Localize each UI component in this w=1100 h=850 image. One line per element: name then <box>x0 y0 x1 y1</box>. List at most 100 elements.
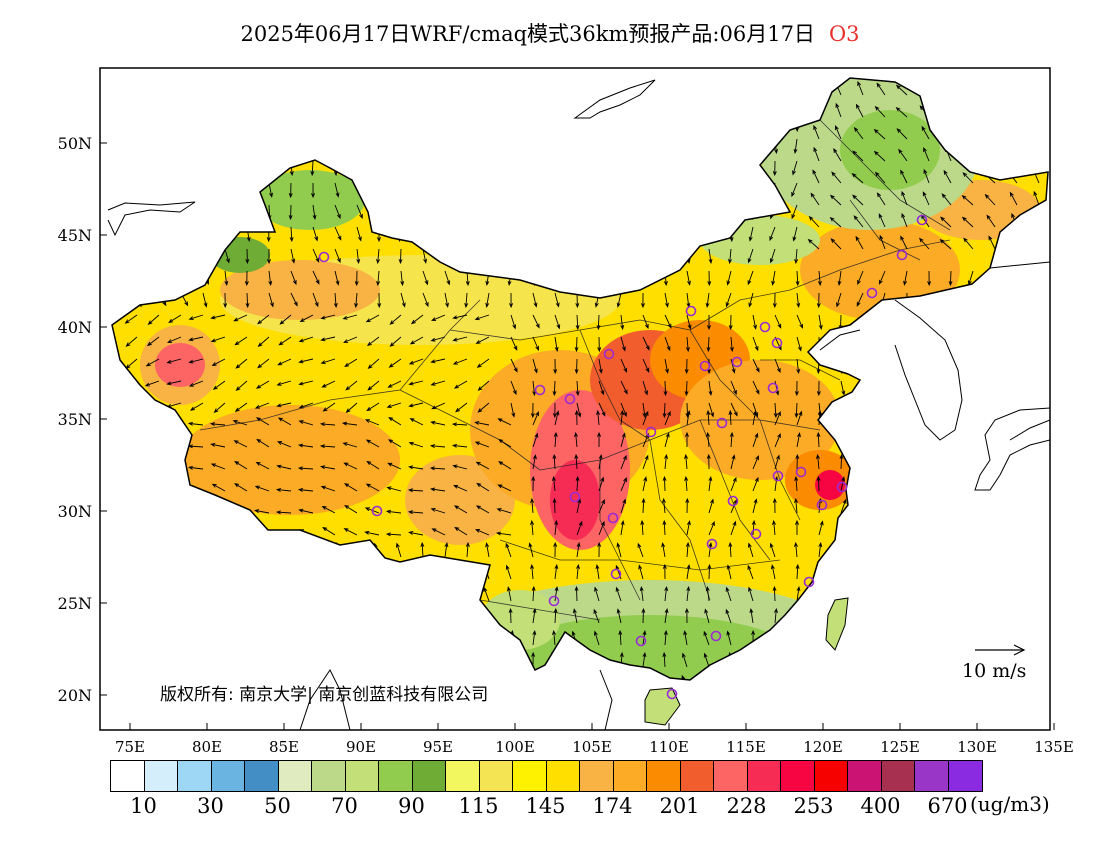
wind-arrow <box>816 475 821 492</box>
wind-arrow <box>706 336 711 353</box>
wind-arrow <box>188 336 204 342</box>
wind-arrow <box>465 541 470 558</box>
wind-scale-arrow <box>975 644 1026 656</box>
wind-arrow <box>409 418 424 426</box>
wind-arrow <box>901 190 908 206</box>
wind-arrow <box>729 431 734 448</box>
wind-arrow <box>408 465 424 470</box>
wind-arrow <box>452 314 468 320</box>
wind-arrow <box>554 586 559 602</box>
wind-arrow <box>774 380 780 396</box>
wind-arrow <box>796 358 801 375</box>
wind-arrow <box>554 336 559 352</box>
station-marker <box>548 595 560 607</box>
wind-arrow <box>454 526 468 536</box>
wind-arrow <box>444 292 449 308</box>
wind-arrow <box>922 191 930 206</box>
wind-arrow <box>552 497 557 514</box>
station-marker <box>816 499 828 511</box>
wind-arrow <box>639 585 644 602</box>
color-legend: 10 30 50 70 90 115 145 174 201 228 253 400 670 <box>110 760 983 822</box>
wind-arrow <box>794 541 798 558</box>
wind-arrow <box>407 488 424 493</box>
wind-arrow <box>835 102 842 118</box>
wind-arrow <box>986 214 996 228</box>
wind-arrow <box>620 432 626 448</box>
neighbor-coastlines <box>107 79 1050 730</box>
wind-arrow <box>310 160 315 177</box>
wind-arrow <box>477 402 490 413</box>
wind-arrow <box>726 564 732 580</box>
wind-arrow <box>792 160 798 176</box>
wind-arrow <box>298 380 314 386</box>
wind-arrow <box>730 520 737 536</box>
station-marker <box>645 426 657 438</box>
wind-arrow <box>837 270 842 287</box>
wind-arrow <box>898 148 908 162</box>
wind-arrow <box>410 314 424 325</box>
legend-swatch <box>312 761 346 791</box>
map-title-text: 2025年06月17日WRF/cmaq模式36km预报产品:06月17日 <box>240 22 815 46</box>
wind-arrow <box>366 402 380 412</box>
wind-arrow <box>334 226 342 241</box>
station-marker <box>771 337 783 349</box>
wind-arrow <box>662 519 667 536</box>
legend-swatch <box>278 761 312 791</box>
wind-arrow <box>210 442 226 448</box>
wind-arrow <box>453 380 468 389</box>
wind-arrow <box>510 380 517 396</box>
wind-arrow <box>552 629 556 646</box>
wind-arrow <box>189 402 204 411</box>
wind-arrow <box>407 510 424 515</box>
wind-arrow <box>422 292 429 308</box>
wind-arrow <box>290 270 297 286</box>
wind-arrow <box>334 248 341 264</box>
wind-arrow <box>531 585 536 602</box>
wind-arrow <box>597 431 602 448</box>
wind-arrow <box>963 237 974 250</box>
wind-arrow <box>642 410 649 426</box>
wind-arrow <box>683 630 688 646</box>
wind-arrow <box>818 520 824 536</box>
wind-arrow <box>343 528 358 536</box>
lat-tick-label: 50N <box>58 134 92 153</box>
wind-arrow <box>554 519 559 536</box>
legend-swatch <box>245 761 279 791</box>
wind-arrow <box>364 419 380 426</box>
wind-arrow <box>574 336 579 353</box>
wind-arrow <box>927 270 932 287</box>
wind-arrow <box>451 443 468 448</box>
wind-arrow <box>752 476 759 492</box>
lon-tick-label: 125E <box>880 738 920 756</box>
wind-arrow <box>876 192 886 206</box>
wind-arrow <box>408 531 424 536</box>
legend-label: 670 <box>927 794 968 818</box>
wind-arrow <box>298 402 314 409</box>
wind-arrow <box>422 270 429 286</box>
longitude-axis: 75E 80E 85E 90E 95E 100E 105E 110E 115E 120E 125E 1… <box>115 723 1074 756</box>
wind-arrow <box>708 541 713 558</box>
legend-label: 228 <box>726 794 767 818</box>
wind-arrow <box>900 235 908 250</box>
wind-arrow <box>620 498 627 514</box>
wind-arrow <box>202 292 208 308</box>
wind-arrow <box>812 169 820 184</box>
station-marker <box>699 360 711 372</box>
lon-tick-label: 95E <box>423 738 453 756</box>
wind-arrow <box>575 314 580 331</box>
wind-arrow <box>576 563 580 580</box>
wind-arrow <box>297 466 314 471</box>
wind-arrow <box>874 171 886 184</box>
wind-arrow <box>505 564 512 580</box>
legend-labels: 10 30 50 70 90 115 145 174 201 228 253 400 670 <box>110 792 983 822</box>
wind-arrow <box>211 483 226 492</box>
wind-arrow <box>706 409 711 426</box>
wind-arrow <box>708 402 714 418</box>
wind-arrow <box>528 542 534 558</box>
wind-arrow <box>234 402 248 412</box>
wind-arrow <box>299 314 314 322</box>
legend-swatch <box>513 761 547 791</box>
wind-arrow <box>792 226 798 242</box>
station-marker <box>803 576 815 588</box>
wind-arrow <box>662 402 667 419</box>
